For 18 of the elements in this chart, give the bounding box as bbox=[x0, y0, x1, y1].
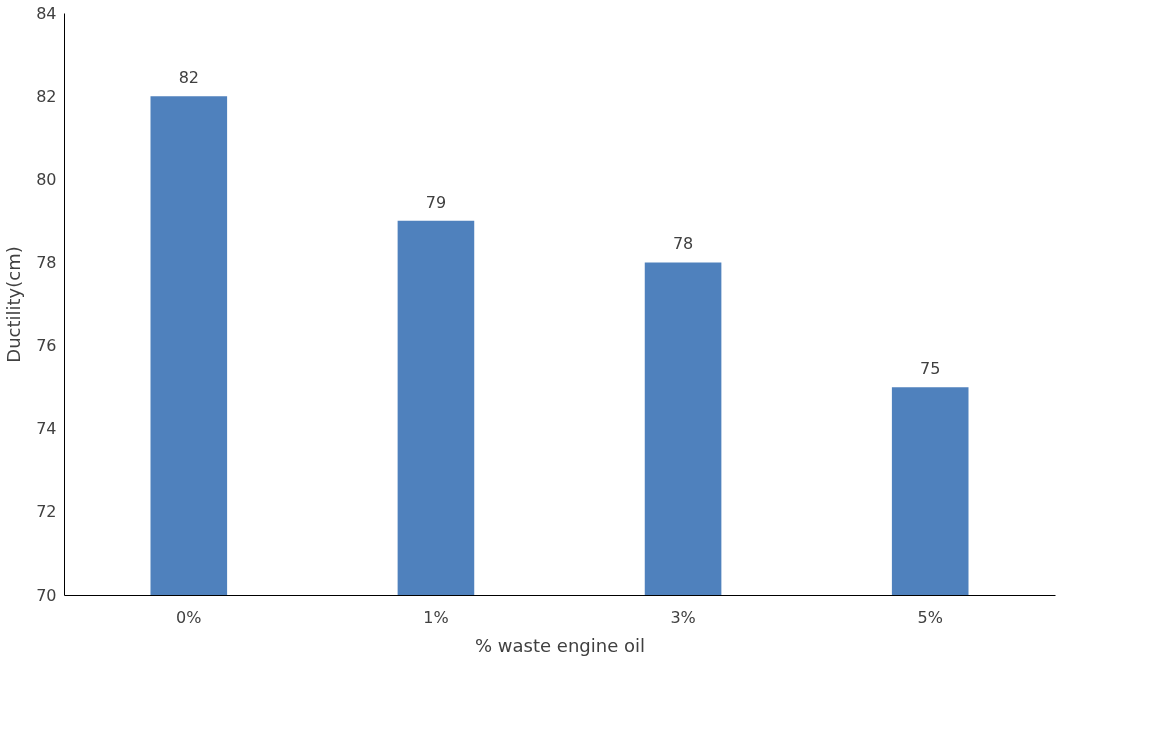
x-tick-label: 0% bbox=[176, 607, 202, 627]
x-tick-label: 1% bbox=[423, 607, 449, 627]
y-tick-label: 70 bbox=[36, 585, 57, 605]
y-tick-label: 76 bbox=[36, 336, 57, 356]
y-tick-label: 78 bbox=[36, 252, 57, 272]
data-label: 79 bbox=[425, 192, 447, 212]
y-tick-label: 82 bbox=[36, 86, 57, 106]
y-tick-label: 72 bbox=[36, 502, 57, 522]
x-tick-label: 5% bbox=[917, 607, 943, 627]
data-label: 75 bbox=[920, 359, 941, 379]
x-axis-title: % waste engine oil bbox=[475, 634, 645, 656]
x-tick-label: 3% bbox=[670, 607, 696, 627]
data-label: 82 bbox=[178, 68, 199, 88]
y-tick-label: 80 bbox=[36, 169, 57, 189]
data-label: 78 bbox=[672, 234, 694, 254]
y-tick-label: 84 bbox=[36, 3, 57, 23]
y-axis-title: Ductility(cm) bbox=[3, 246, 25, 363]
y-tick-label: 74 bbox=[36, 419, 57, 439]
